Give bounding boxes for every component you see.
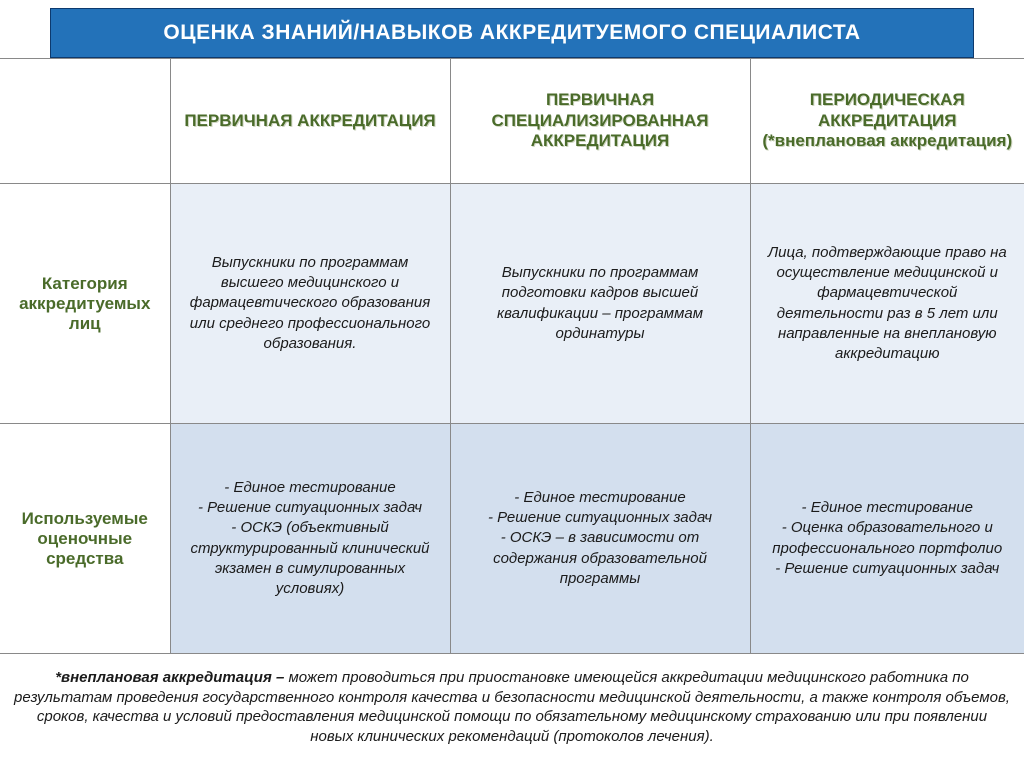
col-header-specialized: ПЕРВИЧНАЯ СПЕЦИАЛИЗИРОВАННАЯ АККРЕДИТАЦИ… <box>450 59 750 184</box>
page-title: ОЦЕНКА ЗНАНИЙ/НАВЫКОВ АККРЕДИТУЕМОГО СПЕ… <box>71 21 953 45</box>
footnote: *внеплановая аккредитация – может провод… <box>0 654 1024 746</box>
row-tools: Используемые оценочные средства - Единое… <box>0 424 1024 654</box>
cell-tools-specialized: - Единое тестирование- Решение ситуацион… <box>450 424 750 654</box>
row-header-tools: Используемые оценочные средства <box>0 424 170 654</box>
col-header-primary: ПЕРВИЧНАЯ АККРЕДИТАЦИЯ <box>170 59 450 184</box>
cell-tools-primary: - Единое тестирование- Решение ситуацион… <box>170 424 450 654</box>
cell-category-specialized: Выпускники по программам подготовки кадр… <box>450 184 750 424</box>
cell-tools-periodic: - Единое тестирование- Оценка образовате… <box>750 424 1024 654</box>
row-header-category: Категория аккредитуемых лиц <box>0 184 170 424</box>
title-bar: ОЦЕНКА ЗНАНИЙ/НАВЫКОВ АККРЕДИТУЕМОГО СПЕ… <box>50 8 974 58</box>
cell-category-primary: Выпускники по программам высшего медицин… <box>170 184 450 424</box>
col-header-periodic-text: ПЕРИОДИЧЕСКАЯ АККРЕДИТАЦИЯ (*внеплановая… <box>761 90 1015 151</box>
cell-category-periodic: Лица, подтверждающие право на осуществле… <box>750 184 1024 424</box>
col-header-periodic: ПЕРИОДИЧЕСКАЯ АККРЕДИТАЦИЯ (*внеплановая… <box>750 59 1024 184</box>
col-header-primary-text: ПЕРВИЧНАЯ АККРЕДИТАЦИЯ <box>181 111 440 131</box>
accreditation-table: ПЕРВИЧНАЯ АККРЕДИТАЦИЯ ПЕРВИЧНАЯ СПЕЦИАЛ… <box>0 58 1024 654</box>
footnote-lead: *внеплановая аккредитация – <box>55 669 288 686</box>
column-header-row: ПЕРВИЧНАЯ АККРЕДИТАЦИЯ ПЕРВИЧНАЯ СПЕЦИАЛ… <box>0 59 1024 184</box>
row-category: Категория аккредитуемых лиц Выпускники п… <box>0 184 1024 424</box>
col-header-specialized-text: ПЕРВИЧНАЯ СПЕЦИАЛИЗИРОВАННАЯ АККРЕДИТАЦИ… <box>461 90 740 151</box>
corner-cell <box>0 59 170 184</box>
